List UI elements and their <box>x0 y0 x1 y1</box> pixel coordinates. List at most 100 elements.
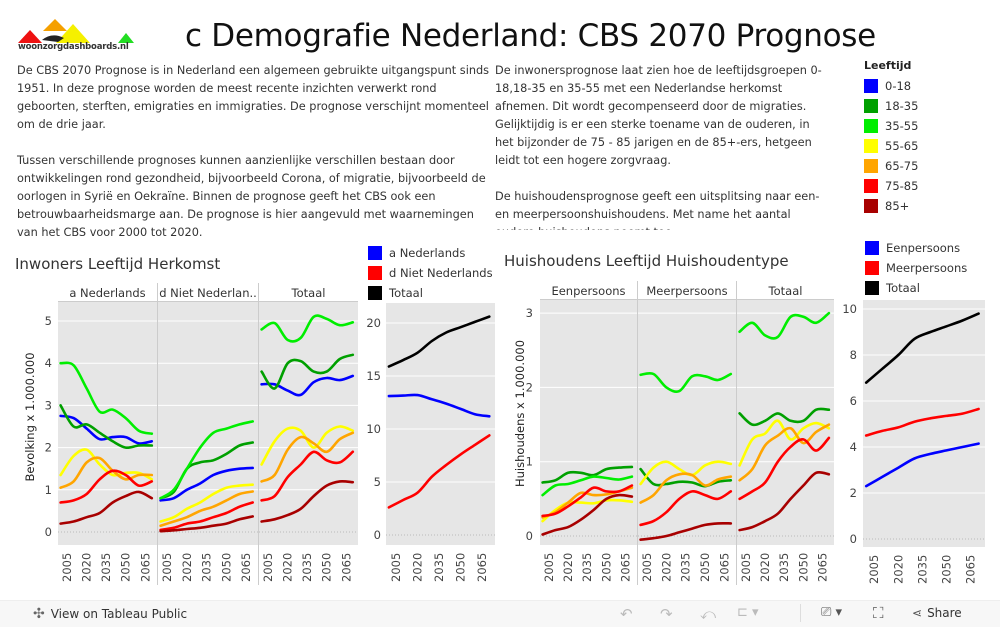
legend-item[interactable]: 18-35 <box>864 96 918 116</box>
intro-text-right[interactable]: De inwonersprognose laat zien hoe de lee… <box>495 64 822 230</box>
series-line-meerpersoons[interactable] <box>864 407 980 437</box>
series-line-55-65[interactable] <box>59 448 154 481</box>
series-line-85-[interactable] <box>159 515 254 533</box>
fullscreen-icon[interactable]: ⛶ <box>873 604 884 622</box>
redo-icon[interactable]: ↷ <box>660 605 673 623</box>
series-line-totaal[interactable] <box>387 315 491 368</box>
x-tick-label: 2050 <box>454 553 468 582</box>
series-line-55-65[interactable] <box>159 483 254 523</box>
panel-header: Totaal <box>768 284 803 298</box>
x-tick-label: 2050 <box>320 553 334 582</box>
x-tick-label: 2020 <box>80 553 94 582</box>
legend-item[interactable]: 55-65 <box>864 136 918 156</box>
y-tick-label: 1 <box>526 455 533 469</box>
x-tick-label: 2005 <box>640 553 654 582</box>
series-line-65-75[interactable] <box>639 472 733 504</box>
x-tick-label: 2005 <box>867 555 881 584</box>
series-line-d-niet-nederlands[interactable] <box>387 434 491 509</box>
legend-item[interactable]: 75-85 <box>864 176 918 196</box>
series-line-eenpersoons[interactable] <box>864 442 980 488</box>
series-line-35-55[interactable] <box>541 475 634 497</box>
legend-label: Eenpersoons <box>886 241 961 255</box>
series-line-35-55[interactable] <box>159 420 254 500</box>
series-line-18-35[interactable] <box>541 465 634 484</box>
series-line-85-[interactable] <box>260 479 355 523</box>
legend-swatch <box>864 199 878 213</box>
series-line-35-55[interactable] <box>59 361 154 435</box>
legend-item[interactable]: Eenpersoons <box>865 238 967 258</box>
series-line-75-85[interactable] <box>541 484 634 518</box>
x-tick-label: 2005 <box>739 553 753 582</box>
download-icon[interactable]: ⎚ ▾ <box>821 605 843 620</box>
series-line-18-35[interactable] <box>59 404 154 450</box>
x-tick-label: 2065 <box>239 553 253 582</box>
series-line-18-35[interactable] <box>738 407 831 427</box>
x-tick-label: 2065 <box>964 555 978 584</box>
legend-label: 18-35 <box>885 99 919 113</box>
legend-swatch <box>865 281 879 295</box>
series-line-65-75[interactable] <box>738 423 831 482</box>
x-tick-label: 2005 <box>389 553 403 582</box>
chart-0: 0 1 2 3 4 5 a Nederlands 2005 2020 2035 2050 2065 d … <box>45 283 358 585</box>
series-line-18-35[interactable] <box>260 353 355 390</box>
y-tick-label: 5 <box>45 314 52 328</box>
series-line-85-[interactable] <box>639 521 733 541</box>
legend-item[interactable]: 65-75 <box>864 156 918 176</box>
legend-item[interactable]: d Niet Nederlands <box>368 263 493 283</box>
legend-item[interactable]: Totaal <box>368 283 493 303</box>
legend-item[interactable]: 35-55 <box>864 116 918 136</box>
legend-item[interactable]: Meerpersoons <box>865 258 967 278</box>
revert-icon[interactable]: ⤺ <box>700 605 717 623</box>
series-line-75-85[interactable] <box>59 469 154 504</box>
share-icon: ⋖ <box>912 606 923 620</box>
series-line-75-85[interactable] <box>738 436 831 501</box>
y-tick-label: 10 <box>842 302 857 316</box>
series-line-18-35[interactable] <box>639 467 733 488</box>
x-tick-label: 2020 <box>659 553 673 582</box>
series-line-totaal[interactable] <box>864 312 980 384</box>
series-line-65-75[interactable] <box>59 456 154 489</box>
series-line-35-55[interactable] <box>260 314 355 343</box>
legend-leeftijd: Leeftijd 0-18 18-35 35-55 55-65 65-75 75-85 85… <box>864 59 918 216</box>
legend-swatch <box>368 246 382 260</box>
series-line-75-85[interactable] <box>639 490 733 527</box>
tableau-logo-icon: ✣ <box>33 606 45 622</box>
series-line-65-75[interactable] <box>159 490 254 527</box>
y-tick-label: 0 <box>374 528 381 542</box>
series-line-a-nederlands[interactable] <box>387 393 491 418</box>
legend-item[interactable]: 85+ <box>864 196 918 216</box>
series-line-35-55[interactable] <box>639 371 733 393</box>
legend-item[interactable]: 0-18 <box>864 76 918 96</box>
legend-item[interactable]: Totaal <box>865 278 967 298</box>
page-title: c Demografie Nederland: CBS 2070 Prognos… <box>185 18 876 54</box>
pause-updates-icon[interactable]: ⊏ ▾ <box>737 605 759 620</box>
legend-label: 75-85 <box>885 179 919 193</box>
series-line-85-[interactable] <box>738 470 831 532</box>
series-line-85-[interactable] <box>541 493 634 536</box>
legend-item[interactable]: a Nederlands <box>368 243 493 263</box>
series-line-0-18[interactable] <box>260 374 355 397</box>
view-on-tableau-link[interactable]: ✣ View on Tableau Public <box>33 606 187 622</box>
plot-panel <box>386 303 495 545</box>
series-line-85-[interactable] <box>59 490 154 525</box>
series-line-55-65[interactable] <box>541 498 634 523</box>
series-line-75-85[interactable] <box>260 450 355 502</box>
x-tick-label: 2035 <box>915 555 929 584</box>
legend-swatch <box>864 99 878 113</box>
series-line-65-75[interactable] <box>260 431 355 483</box>
share-button[interactable]: ⋖ Share <box>912 606 962 620</box>
series-line-35-55[interactable] <box>738 311 831 340</box>
x-tick-label: 2050 <box>119 553 133 582</box>
x-tick-label: 2020 <box>891 555 905 584</box>
woonzorgdashboards-logo[interactable]: woonzorgdashboards.nl <box>16 18 136 54</box>
intro-text-left: De CBS 2070 Prognose is in Nederland een… <box>17 64 490 239</box>
y-tick-label: 5 <box>374 475 381 489</box>
x-tick-label: 2020 <box>758 553 772 582</box>
series-line-75-85[interactable] <box>159 501 254 532</box>
series-line-0-18[interactable] <box>59 414 154 445</box>
legend-label: d Niet Nederlands <box>389 266 493 280</box>
series-line-0-18[interactable] <box>159 466 254 502</box>
y-tick-label: 0 <box>850 532 857 546</box>
y-tick-label: 15 <box>366 369 381 383</box>
undo-icon[interactable]: ↶ <box>620 605 633 623</box>
